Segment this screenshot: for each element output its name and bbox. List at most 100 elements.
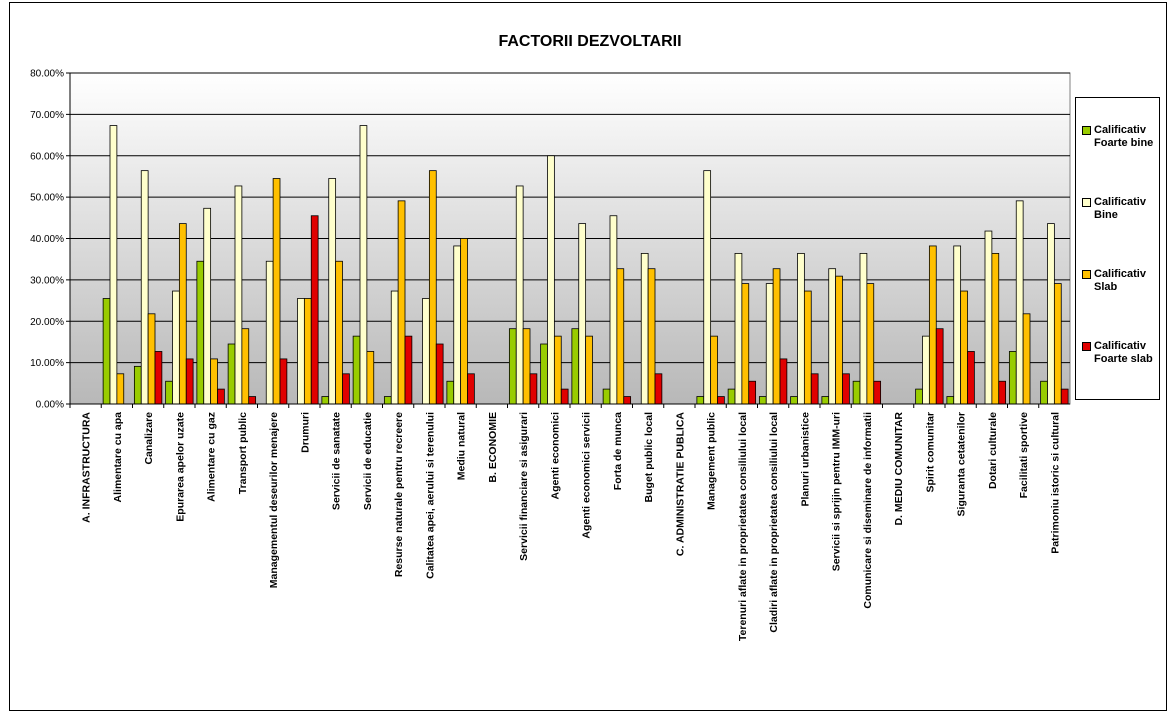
bar bbox=[342, 373, 350, 405]
bar bbox=[765, 283, 774, 405]
x-tick-label: Forta de munca bbox=[612, 412, 624, 490]
bar bbox=[279, 358, 288, 405]
x-tick-label: Terenuri aflate in proprietatea consiliu… bbox=[737, 412, 749, 641]
bar bbox=[404, 335, 413, 405]
x-tick-label: Calitatea apei, aerului si terenului bbox=[424, 412, 436, 579]
chart-title: FACTORII DEZVOLTARII bbox=[498, 33, 681, 50]
x-tick-label: Planuri urbanistice bbox=[799, 412, 811, 507]
bar bbox=[196, 260, 205, 405]
bar bbox=[397, 200, 406, 405]
bar bbox=[998, 380, 1007, 405]
y-tick-label: 50.00% bbox=[30, 193, 64, 204]
x-tick-label: Agenti economici servicii bbox=[581, 412, 593, 539]
bar bbox=[859, 252, 868, 405]
bar bbox=[866, 283, 875, 405]
y-tick-label: 60.00% bbox=[30, 151, 64, 162]
bar bbox=[810, 373, 819, 405]
bar bbox=[352, 335, 361, 405]
bar bbox=[435, 343, 444, 405]
x-tick-label: Canalizare bbox=[143, 412, 155, 465]
bar bbox=[953, 245, 962, 405]
x-tick-label: A. INFRASTRUCTURA bbox=[81, 412, 93, 523]
x-tick-label: Epurarea apelor uzate bbox=[174, 412, 186, 522]
bar bbox=[116, 373, 125, 405]
bar bbox=[303, 298, 312, 405]
bar bbox=[366, 351, 375, 405]
bar bbox=[428, 170, 437, 405]
bar bbox=[508, 328, 517, 405]
bar bbox=[234, 185, 243, 405]
legend-swatch bbox=[1082, 270, 1091, 279]
bar bbox=[609, 215, 618, 405]
bar bbox=[828, 268, 837, 405]
bar bbox=[703, 170, 712, 405]
bar bbox=[1008, 351, 1017, 405]
x-tick-label: C. ADMINISTRATIE PUBLICA bbox=[674, 412, 686, 556]
bar bbox=[310, 215, 319, 405]
bar bbox=[585, 335, 593, 405]
x-tick-label: Cladiri aflate in proprietatea consiliul… bbox=[768, 412, 780, 633]
x-tick-label: Servicii si sprijin pentru IMM-uri bbox=[831, 412, 843, 571]
bar bbox=[102, 298, 111, 405]
bar bbox=[335, 260, 343, 405]
bar bbox=[1015, 200, 1024, 405]
bar bbox=[1040, 380, 1048, 405]
x-tick-label: Agenti economici bbox=[549, 412, 561, 500]
bar bbox=[422, 298, 430, 405]
bar bbox=[453, 245, 462, 405]
y-tick-label: 0.00% bbox=[36, 400, 64, 411]
bar bbox=[915, 388, 923, 405]
x-tick-label: Transport public bbox=[237, 412, 249, 494]
y-tick-label: 70.00% bbox=[30, 110, 64, 121]
bar bbox=[217, 388, 225, 405]
x-tick-label: Resurse naturale pentru recreere bbox=[393, 412, 405, 577]
bar bbox=[467, 373, 475, 405]
y-tick-label: 20.00% bbox=[30, 317, 64, 328]
bar bbox=[133, 365, 142, 405]
legend-label: Calificativ Foarte bine bbox=[1094, 124, 1154, 149]
bar bbox=[984, 230, 993, 405]
bar bbox=[741, 283, 750, 405]
x-tick-label: Management public bbox=[706, 412, 718, 510]
legend-entry: Calificativ Bine bbox=[1082, 196, 1158, 222]
legend-entry: Calificativ Slab bbox=[1082, 268, 1158, 294]
bar bbox=[147, 313, 156, 405]
y-tick-label: 30.00% bbox=[30, 275, 64, 286]
bar bbox=[154, 351, 163, 405]
bar bbox=[967, 351, 975, 405]
bar bbox=[140, 170, 149, 405]
x-tick-label: Siguranta cetatenilor bbox=[956, 412, 968, 516]
bar bbox=[265, 260, 274, 405]
bar bbox=[734, 252, 743, 405]
y-tick-label: 10.00% bbox=[30, 358, 64, 369]
legend-entry: Calificativ Foarte slab bbox=[1082, 340, 1158, 366]
bar bbox=[540, 343, 548, 405]
bar bbox=[210, 358, 218, 405]
x-tick-label: Servicii financiare si asigurari bbox=[518, 412, 530, 561]
bar bbox=[1053, 283, 1062, 405]
bar bbox=[515, 185, 524, 405]
bar bbox=[178, 223, 187, 405]
bar bbox=[922, 335, 930, 405]
x-tick-label: Servicii de educatie bbox=[362, 412, 374, 510]
legend-label: Calificativ Bine bbox=[1094, 196, 1146, 221]
bar bbox=[529, 373, 538, 405]
bar bbox=[272, 178, 281, 405]
x-tick-label: B. ECONOMIE bbox=[487, 412, 499, 483]
x-tick-label: Managementul deseurilor menajere bbox=[268, 412, 280, 588]
bar bbox=[779, 358, 788, 405]
bar bbox=[616, 268, 625, 405]
x-tick-label: Patrimoniu istoric si cultural bbox=[1049, 412, 1061, 554]
x-tick-label: D. MEDIU COMUNITAR bbox=[893, 412, 905, 526]
bar bbox=[602, 388, 611, 405]
x-tick-label: Alimentare cu gaz bbox=[206, 412, 218, 502]
bar bbox=[623, 396, 632, 405]
bar bbox=[390, 290, 399, 405]
bar bbox=[185, 358, 194, 405]
legend-swatch bbox=[1082, 126, 1091, 135]
bar bbox=[835, 275, 843, 405]
bar bbox=[321, 396, 330, 405]
legend-swatch bbox=[1082, 342, 1091, 351]
bar bbox=[758, 396, 767, 405]
bar bbox=[696, 396, 705, 405]
